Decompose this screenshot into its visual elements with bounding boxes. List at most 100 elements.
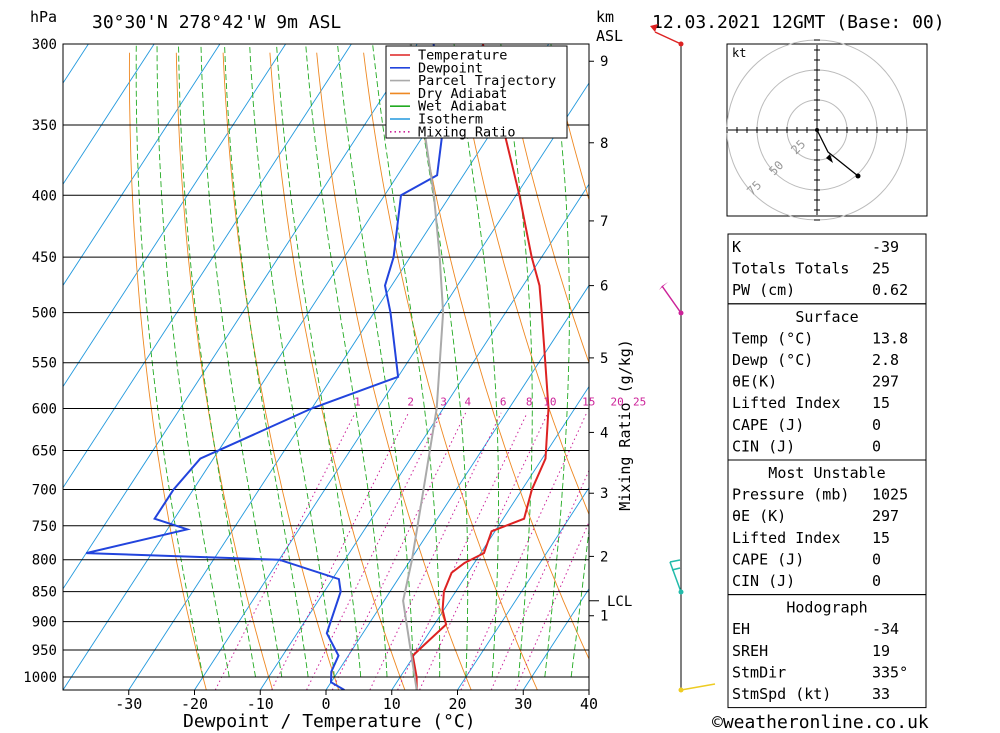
asl-label: ASL — [596, 27, 623, 45]
mixing-ratio-line — [490, 469, 589, 690]
km-tick-label: 5 — [600, 351, 608, 367]
hodograph-stats-row-label: StmDir — [732, 663, 786, 681]
mixing-ratio-line — [460, 412, 588, 690]
temperature-tick-label: 20 — [448, 695, 466, 713]
mixing-ratio-label: 6 — [500, 395, 507, 408]
location-title: 30°30'N 278°42'W 9m ASL — [92, 12, 341, 33]
wet-adiabat-line — [249, 44, 335, 678]
surface-row-label: Lifted Index — [732, 394, 840, 412]
mixing-ratio-line — [514, 520, 589, 690]
hodograph-end-dot — [855, 173, 861, 179]
surface-row-label: CAPE (J) — [732, 416, 804, 434]
pressure-tick-label: 600 — [32, 401, 57, 417]
most-unstable-row-label: CAPE (J) — [732, 550, 804, 568]
wind-barb-surface — [680, 683, 716, 691]
dry-adiabat-line — [222, 52, 340, 690]
wet-adiabat-line — [156, 44, 230, 678]
credit-text: ©weatheronline.co.uk — [712, 712, 929, 733]
dry-adiabat-line — [972, 53, 1000, 690]
pressure-tick-label: 450 — [32, 250, 57, 266]
pressure-tick-label: 700 — [32, 482, 57, 498]
mixing-ratio-label: 8 — [526, 395, 533, 408]
legend-label: Temperature — [418, 48, 507, 64]
legend-box — [385, 45, 568, 139]
mixing-ratio-label: 3 — [440, 395, 447, 408]
isotherm-lines — [0, 44, 589, 690]
temperature-tick-label: 40 — [580, 695, 598, 713]
surface-row-label: Dewp (°C) — [732, 351, 813, 369]
x-axis-label: Dewpoint / Temperature (°C) — [183, 711, 476, 732]
most-unstable-row-label: Lifted Index — [732, 529, 840, 547]
hodograph-stats-row-label: SREH — [732, 642, 768, 660]
isotherm-line — [128, 44, 550, 690]
temperature-tick-label: 30 — [514, 695, 532, 713]
km-tick-label: 4 — [600, 425, 608, 441]
wind-barb-850-feather — [669, 559, 681, 563]
wet-adiabat-line — [178, 44, 256, 678]
series-parcel-trajectory — [402, 44, 445, 690]
hodograph-origin-dot — [815, 128, 819, 132]
isotherm-line — [0, 44, 23, 690]
most-unstable-row-value: 15 — [872, 529, 890, 547]
hodograph-trace — [816, 129, 859, 177]
pressure-tick-label: 550 — [32, 356, 57, 372]
index-row-label: PW (cm) — [732, 281, 795, 299]
mixing-ratio-line — [419, 412, 549, 690]
plot-area — [0, 44, 1000, 690]
index-row-label: Totals Totals — [732, 260, 849, 278]
km-tick-label: 3 — [600, 486, 608, 502]
isotherm-line — [63, 44, 155, 186]
pressure-tick-label: 650 — [32, 444, 57, 460]
isotherm-line — [63, 44, 418, 590]
mixing-ratio-label: 4 — [465, 395, 472, 408]
dry-adiabat-line — [503, 52, 589, 364]
wind-dot-300 — [678, 41, 684, 47]
pressure-tick-label: 500 — [32, 306, 57, 322]
hodograph-stats-row-value: -34 — [872, 620, 899, 638]
legend-label: Wet Adiabat — [418, 99, 507, 115]
hodograph-stats-row-label: StmSpd (kt) — [732, 685, 831, 703]
dry-adiabat-line — [925, 53, 1000, 690]
wet-adiabat-line — [224, 44, 309, 678]
hodograph-stats-title: Hodograph — [786, 599, 867, 617]
hodograph-stats-row-label: EH — [732, 620, 750, 638]
most-unstable-title: Most Unstable — [768, 464, 885, 482]
surface-row-value: 297 — [872, 373, 899, 391]
wind-dot-850 — [678, 589, 684, 595]
index-row-value: -39 — [872, 238, 899, 256]
isotherm-line — [63, 44, 352, 489]
temperature-tick-label: 0 — [321, 695, 330, 713]
index-row-label: K — [732, 238, 741, 256]
axes: 3003504004505005506006507007508008509009… — [23, 37, 632, 713]
wind-flag-300 — [650, 24, 658, 32]
dry-adiabat-line — [363, 52, 538, 690]
km-tick-label: 7 — [600, 214, 608, 230]
hodograph-unit: kt — [732, 46, 746, 60]
series-temperature — [411, 44, 550, 690]
surface-row-label: Temp (°C) — [732, 329, 813, 347]
pressure-tick-label: 1000 — [23, 670, 57, 686]
datetime-title: 12.03.2021 12GMT (Base: 00) — [652, 12, 945, 33]
wind-barb-300 — [654, 31, 682, 45]
hodograph-stats-row-value: 33 — [872, 685, 890, 703]
hodograph-stats-box — [727, 594, 927, 709]
mixing-ratio-line — [271, 412, 409, 690]
temperature-tick-label: -20 — [181, 695, 208, 713]
legend-label: Dewpoint — [418, 60, 483, 76]
temperature-tick-label: -30 — [115, 695, 142, 713]
temperature-tick-label: -10 — [247, 695, 274, 713]
pressure-tick-label: 800 — [32, 553, 57, 569]
most-unstable-row-label: CIN (J) — [732, 572, 795, 590]
wet-adiabat-line — [570, 525, 589, 678]
dry-adiabat-lines — [128, 52, 1000, 690]
isobar-lines — [63, 44, 589, 678]
index-tables: K -39 Totals Totals 25 PW (cm) 0.62 Surface Tem… — [727, 233, 927, 709]
pressure-tick-label: 400 — [32, 188, 57, 204]
most-unstable-row-label: Pressure (mb) — [732, 486, 849, 504]
hpa-label: hPa — [30, 8, 57, 26]
km-tick-label: 9 — [600, 54, 608, 70]
index-row-value: 25 — [872, 260, 890, 278]
